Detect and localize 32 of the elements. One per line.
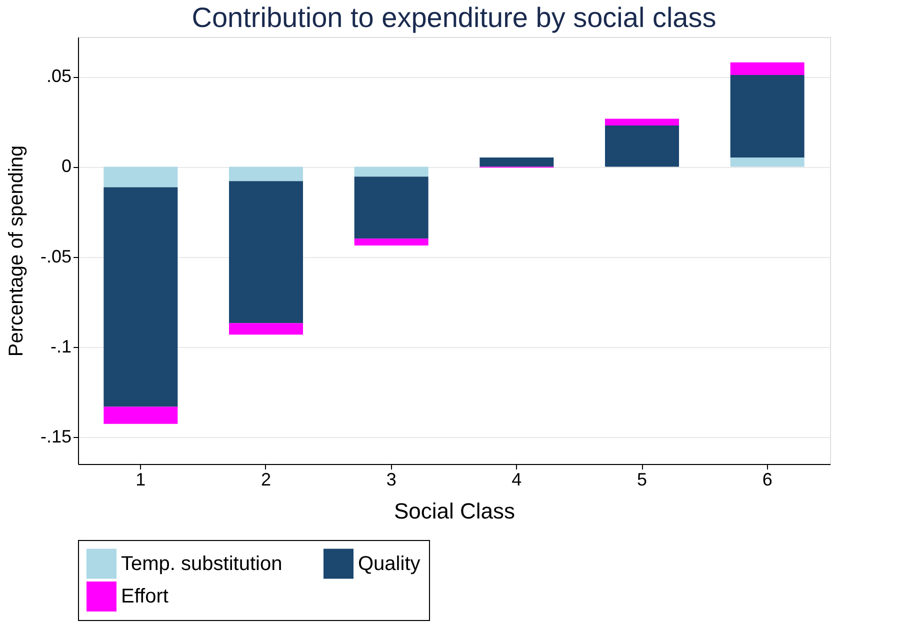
bar bbox=[605, 118, 679, 126]
y-axis-title: Percentage of spending bbox=[5, 145, 28, 357]
bar bbox=[730, 62, 804, 76]
y-tick-label: -.1 bbox=[50, 336, 72, 356]
bar bbox=[480, 158, 554, 167]
bar bbox=[229, 166, 303, 182]
bar bbox=[730, 158, 804, 167]
bar bbox=[605, 125, 679, 167]
bar bbox=[730, 75, 804, 158]
x-tick-label: 3 bbox=[386, 470, 396, 490]
y-tick-label: 0 bbox=[61, 156, 72, 176]
bar bbox=[354, 176, 428, 239]
y-tick-label: .05 bbox=[46, 66, 72, 86]
x-tick-label: 2 bbox=[260, 470, 272, 490]
y-tick-label: -.05 bbox=[40, 246, 72, 266]
chart-title: Contribution to expenditure by social class bbox=[192, 2, 716, 33]
legend-label: Temp. substitution bbox=[121, 552, 282, 575]
x-tick-label: 5 bbox=[636, 470, 648, 490]
x-tick-label: 1 bbox=[136, 470, 146, 490]
bar bbox=[104, 166, 178, 188]
bar bbox=[229, 323, 303, 335]
legend-label: Effort bbox=[121, 586, 169, 608]
bar bbox=[354, 166, 428, 177]
bar bbox=[104, 187, 178, 407]
bar bbox=[229, 181, 303, 324]
x-tick-label: 4 bbox=[512, 470, 522, 490]
legend-label: Quality bbox=[358, 552, 420, 575]
x-axis-title: Social Class bbox=[394, 498, 516, 524]
x-tick-label: 6 bbox=[762, 470, 772, 490]
bar bbox=[354, 238, 428, 246]
y-tick-label: -.15 bbox=[40, 426, 72, 446]
bar bbox=[104, 406, 178, 424]
